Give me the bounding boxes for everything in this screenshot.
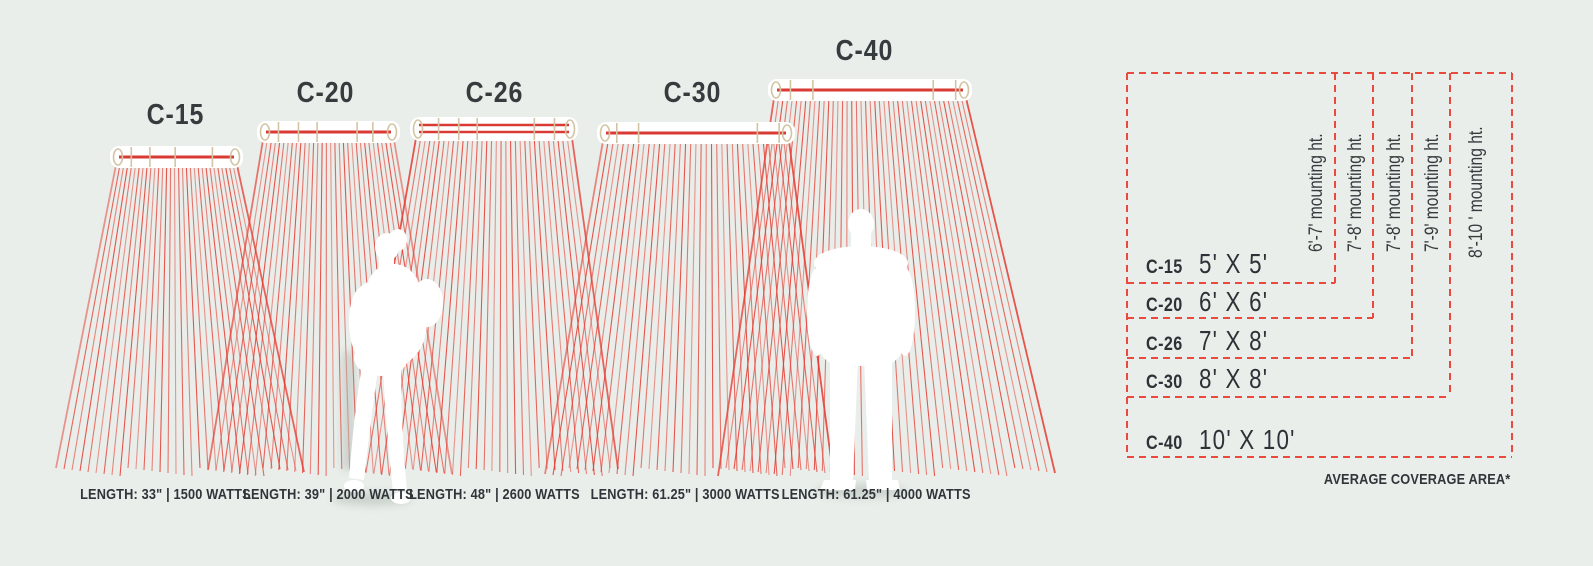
heat-ray-fan-C-26 (357, 137, 619, 477)
coverage-table-row: C-15 5' X 5' (1146, 248, 1286, 280)
mounting-height-label: 7'-9' mounting ht. (1422, 133, 1443, 252)
coverage-footnote: AVERAGE COVERAGE AREA* (1323, 471, 1510, 488)
coverage-row-size: 8' X 8' (1199, 363, 1269, 394)
heater-spec-caption: LENGTH: 48" | 2600 WATTS (408, 486, 580, 503)
coverage-row-model: C-15 (1146, 257, 1183, 278)
mounting-height-label: 8'-10 ' mounting ht. (1466, 126, 1487, 258)
coverage-row-size: 5' X 5' (1199, 248, 1269, 279)
coverage-row-size: 6' X 6' (1199, 286, 1269, 317)
heater-fixture-C-30 (597, 122, 795, 144)
heater-fixture-C-20 (257, 121, 400, 143)
person-male-silhouette (807, 209, 915, 490)
coverage-row-model: C-20 (1146, 295, 1183, 316)
coverage-row-model: C-26 (1146, 334, 1183, 355)
heater-model-title: C-20 (296, 77, 354, 109)
heat-ray-fan-C-15 (55, 164, 305, 477)
mounting-height-label: 7'-8' mounting ht. (1384, 133, 1405, 252)
heater-model-title: C-40 (835, 35, 893, 67)
heater-spec-caption: LENGTH: 61.25" | 3000 WATTS (590, 486, 780, 503)
mounting-height-label: 7'-8' mounting ht. (1345, 133, 1366, 252)
coverage-row-model: C-30 (1146, 372, 1183, 393)
heater-spec-caption: LENGTH: 61.25" | 4000 WATTS (781, 486, 971, 503)
heater-model-title: C-30 (663, 77, 721, 109)
coverage-table-row: C-26 7' X 8' (1146, 325, 1286, 357)
person-female-silhouette (344, 229, 443, 504)
heater-fixture-C-40 (768, 79, 972, 101)
heat-ray-fan-C-30 (544, 140, 834, 477)
coverage-grid-layer (1126, 72, 1513, 458)
mounting-height-label: 6'-7' mounting ht. (1306, 133, 1327, 252)
heater-fixture-C-26 (410, 117, 578, 141)
heater-spec-caption: LENGTH: 33" | 1500 WATTS (79, 486, 251, 503)
fixtures-layer (110, 79, 972, 168)
heat-ray-fan-C-20 (207, 139, 453, 477)
coverage-row-size: 7' X 8' (1199, 325, 1269, 356)
heater-spec-caption: LENGTH: 39" | 2000 WATTS (242, 486, 414, 503)
coverage-row-size: 10' X 10' (1199, 424, 1296, 455)
heater-fixture-C-15 (110, 146, 243, 168)
coverage-table-row: C-30 8' X 8' (1146, 363, 1286, 395)
coverage-table-row: C-40 10' X 10' (1146, 424, 1320, 456)
coverage-row-model: C-40 (1146, 433, 1183, 454)
heater-model-title: C-15 (146, 99, 204, 131)
coverage-table-row: C-20 6' X 6' (1146, 286, 1286, 318)
figures-layer (332, 209, 915, 506)
heater-model-title: C-26 (465, 77, 523, 109)
